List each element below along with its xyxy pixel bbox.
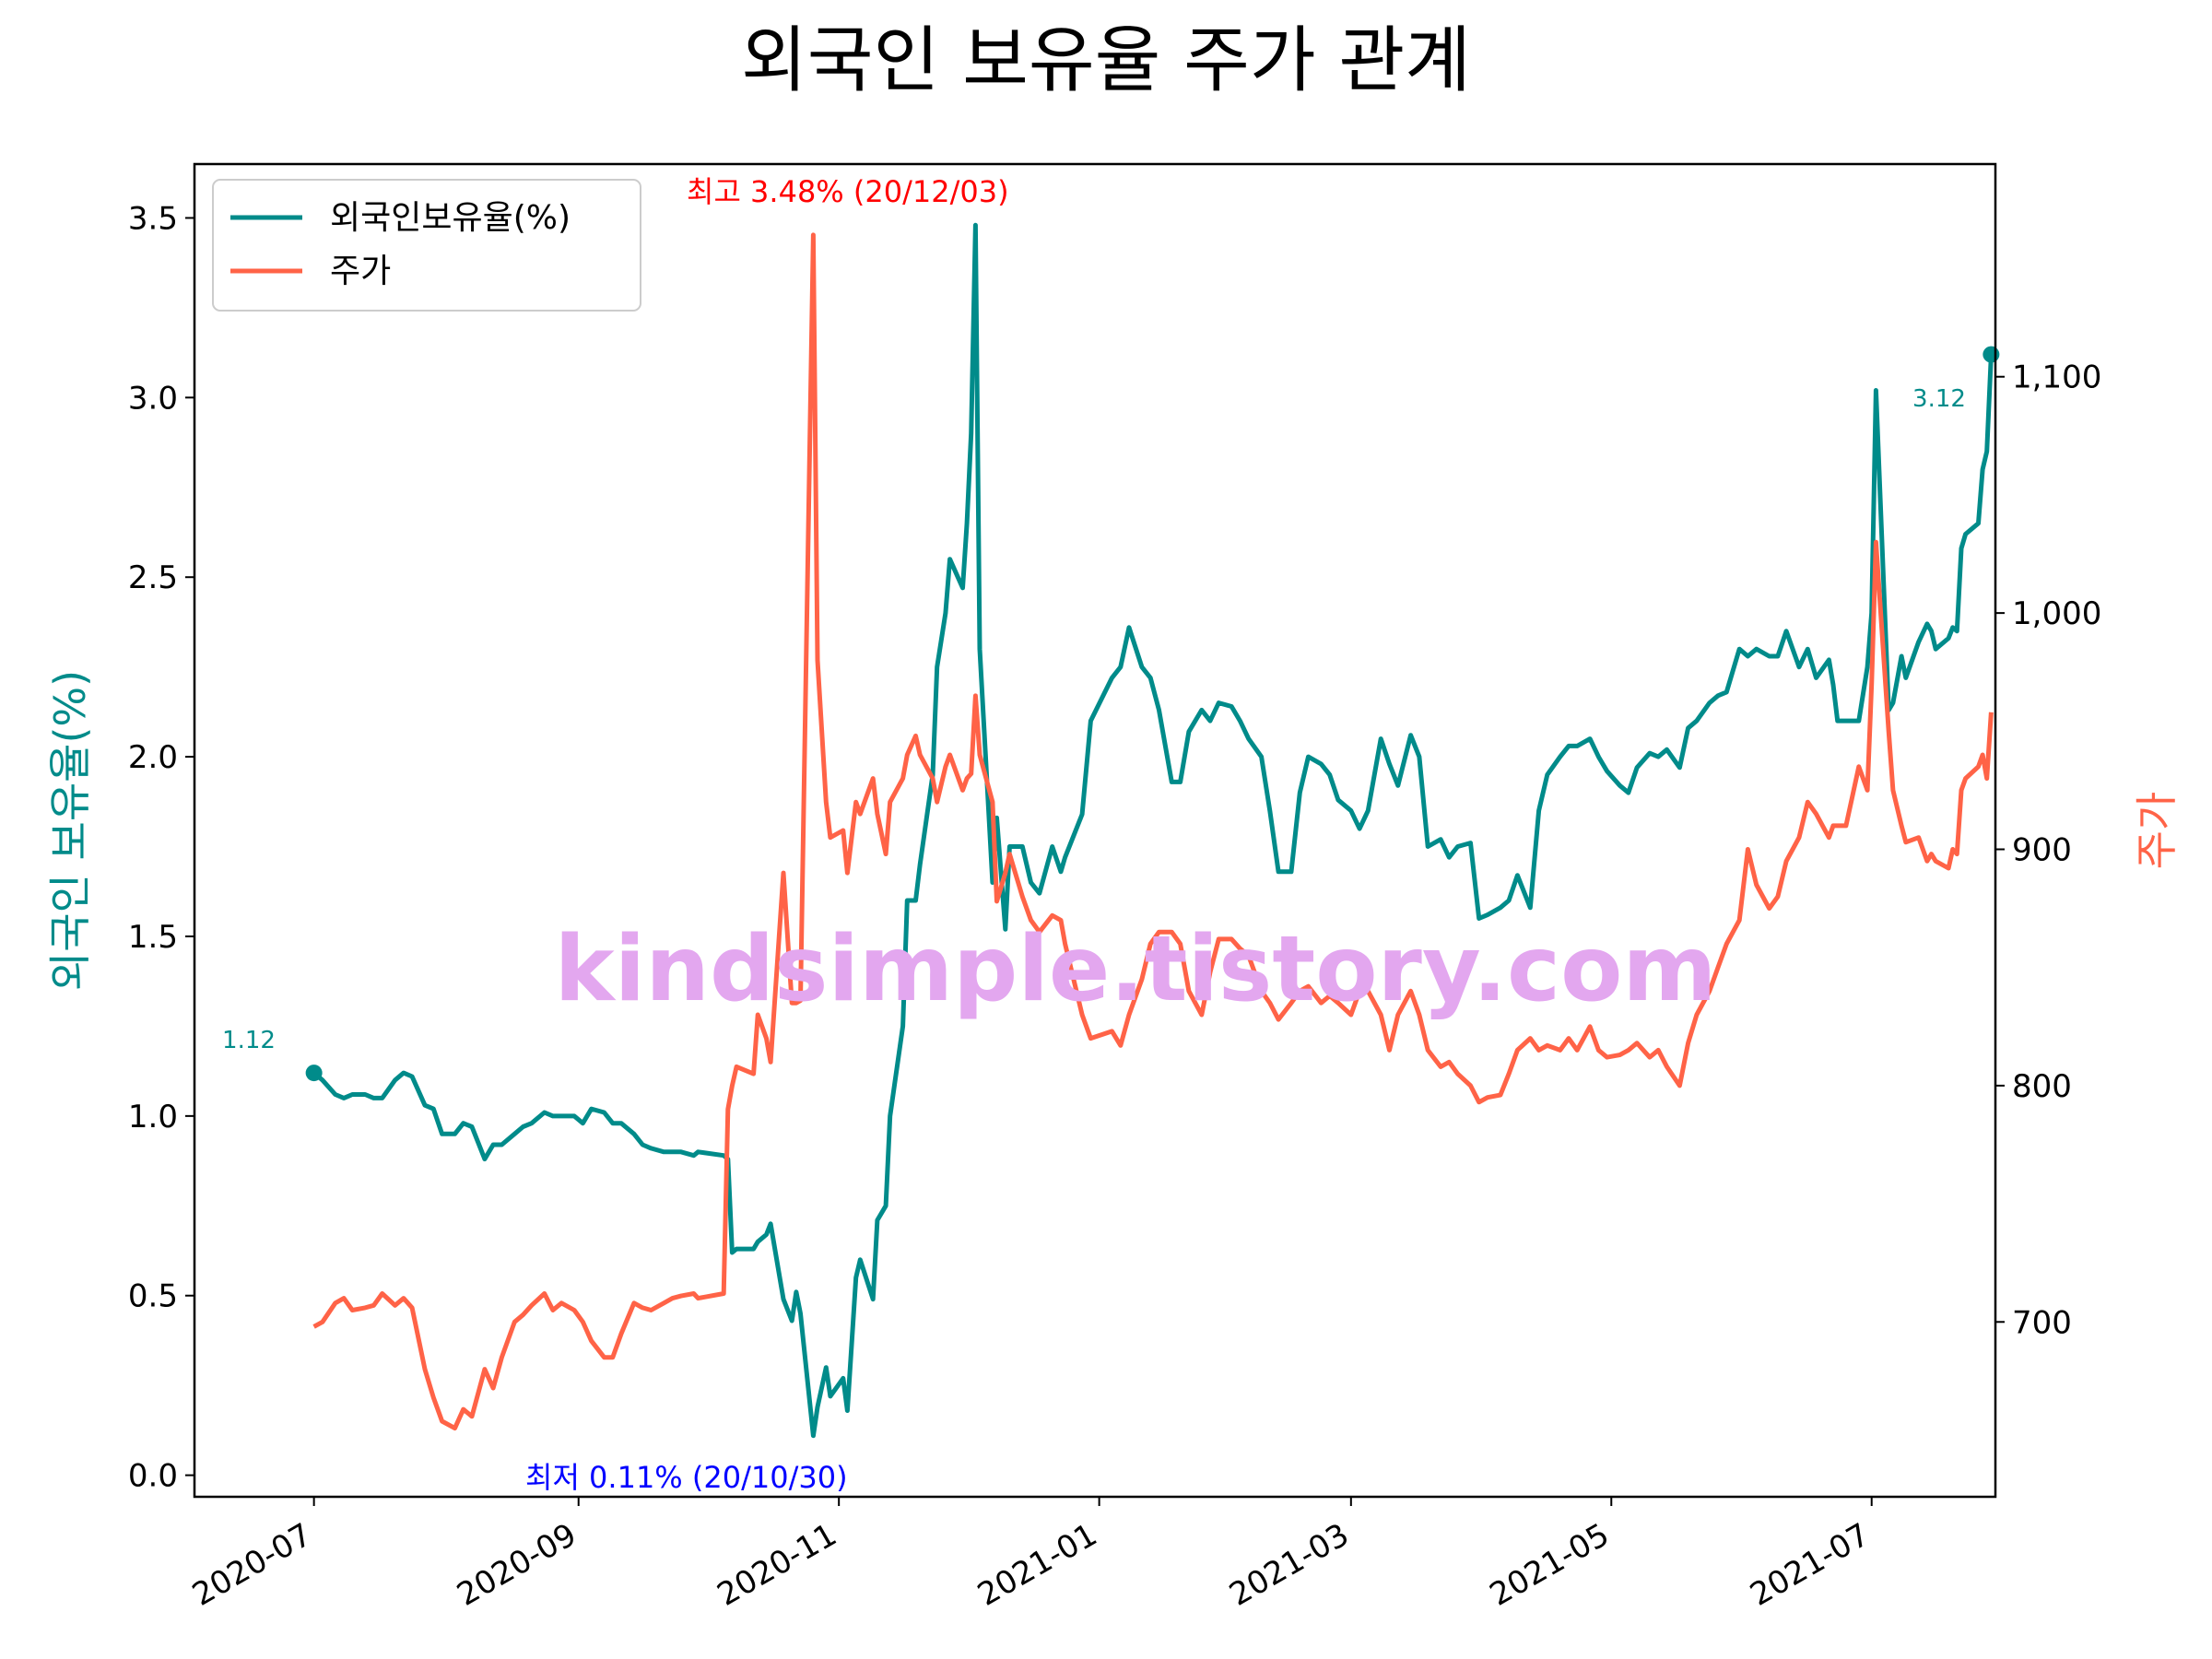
series-line-holding bbox=[312, 222, 1994, 1439]
legend-box bbox=[212, 179, 641, 312]
start-value-label: 1.12 bbox=[222, 1027, 276, 1054]
y2-tick-label: 1,100 bbox=[2012, 359, 2101, 396]
legend-label-holding: 외국인보유율(%) bbox=[330, 199, 571, 237]
y2-tick-label: 1,000 bbox=[2012, 595, 2101, 632]
y-tick-label: 0.5 bbox=[128, 1278, 178, 1315]
min-annotation: 최저 0.11% (20/10/30) bbox=[525, 1460, 848, 1495]
y2-tick-label: 700 bbox=[2012, 1304, 2072, 1341]
y-tick-label: 2.0 bbox=[128, 739, 178, 776]
axes-layer: 0.0 0.5 1.0 1.5 2.0 2.5 3.0 3.5 700 800 900 1,000 1,… bbox=[128, 200, 2101, 1613]
y-tick-label: 2.5 bbox=[128, 559, 178, 596]
end-value-label: 3.12 bbox=[1912, 385, 1966, 413]
plot-frame bbox=[193, 162, 1997, 1499]
legend: 외국인보유율(%) 주가 bbox=[212, 179, 641, 312]
y2-axis-label: 주가 bbox=[2132, 792, 2182, 870]
end-point-marker bbox=[1983, 346, 2000, 363]
series-layer bbox=[305, 222, 2000, 1439]
y-tick-label: 0.0 bbox=[128, 1458, 178, 1495]
watermark: kindsimple.tistory.com bbox=[554, 917, 1716, 1022]
y-tick-label: 1.0 bbox=[128, 1099, 178, 1135]
y-tick-label: 3.5 bbox=[128, 200, 178, 237]
y2-tick-label: 800 bbox=[2012, 1068, 2072, 1105]
y2-tick-label: 900 bbox=[2012, 832, 2072, 869]
max-annotation: 최고 3.48% (20/12/03) bbox=[687, 174, 1009, 209]
y-axis-label: 외국인 보유율(%) bbox=[45, 670, 95, 991]
legend-label-price: 주가 bbox=[330, 253, 391, 290]
y-tick-label: 1.5 bbox=[128, 919, 178, 956]
y-tick-label: 3.0 bbox=[128, 380, 178, 417]
start-point-marker bbox=[305, 1065, 323, 1082]
chart-title: 외국인 보유율 주가 관계 bbox=[741, 19, 1471, 102]
series-line-price bbox=[312, 232, 1994, 1431]
